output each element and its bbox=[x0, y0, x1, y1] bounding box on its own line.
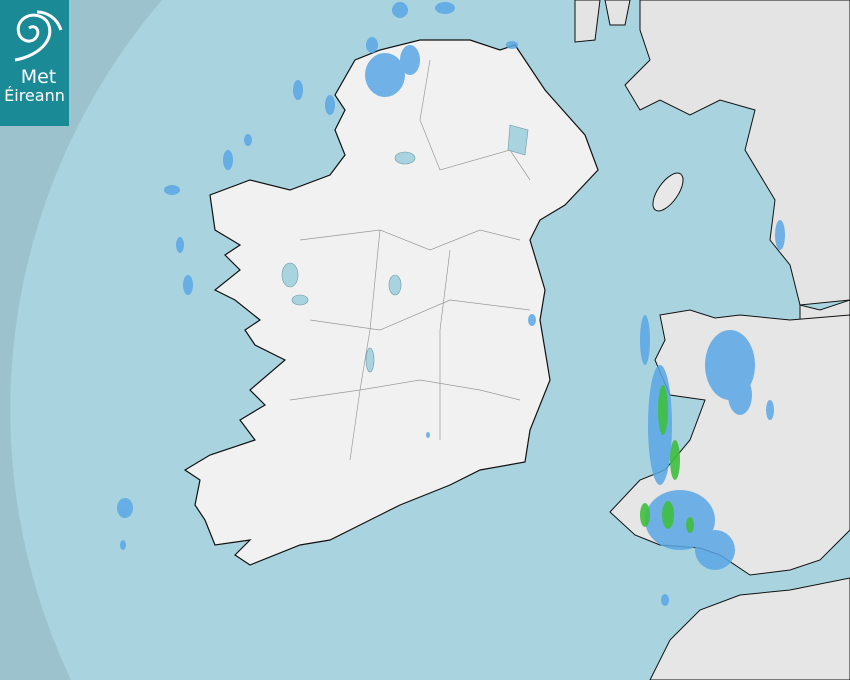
logo-text-met: Met bbox=[20, 66, 57, 88]
swirl-logo-icon bbox=[14, 10, 62, 62]
scottish-islands bbox=[574, 0, 631, 43]
county-borders bbox=[289, 59, 531, 461]
ireland-landmass bbox=[183, 39, 599, 566]
logo-text-eireann: Éireann bbox=[4, 86, 65, 105]
isle-of-man bbox=[652, 172, 684, 212]
met-eireann-logo: Met Éireann bbox=[0, 0, 69, 126]
rain-echoes bbox=[117, 2, 785, 606]
lakes bbox=[281, 124, 529, 373]
scotland-landmass bbox=[624, 0, 850, 306]
sw-england-landmass bbox=[649, 577, 850, 680]
